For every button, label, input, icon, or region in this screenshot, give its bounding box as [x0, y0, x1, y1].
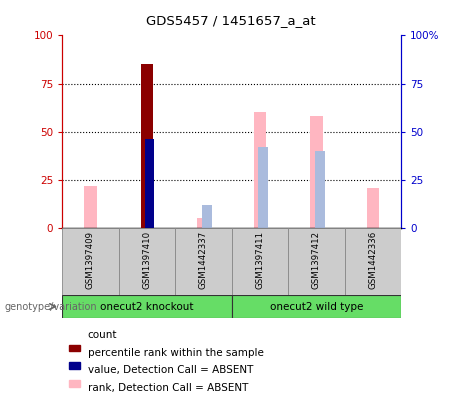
- Bar: [84, 185, 97, 228]
- Bar: [62, 228, 118, 295]
- Bar: [70, 362, 80, 369]
- Bar: [344, 228, 401, 295]
- Text: GSM1397409: GSM1397409: [86, 231, 95, 289]
- Text: genotype/variation: genotype/variation: [5, 301, 97, 312]
- Bar: [310, 116, 323, 228]
- Text: GSM1442336: GSM1442336: [368, 231, 378, 289]
- Bar: [70, 380, 80, 387]
- Text: GSM1397411: GSM1397411: [255, 231, 265, 289]
- Text: value, Detection Call = ABSENT: value, Detection Call = ABSENT: [88, 365, 253, 375]
- Bar: [70, 345, 80, 351]
- Text: onecut2 wild type: onecut2 wild type: [270, 301, 363, 312]
- Bar: [141, 64, 153, 228]
- Text: GDS5457 / 1451657_a_at: GDS5457 / 1451657_a_at: [146, 14, 315, 27]
- Text: percentile rank within the sample: percentile rank within the sample: [88, 348, 263, 358]
- Bar: [197, 218, 210, 228]
- Bar: [231, 295, 401, 318]
- Bar: [118, 228, 175, 295]
- Bar: [202, 205, 212, 228]
- Bar: [258, 147, 268, 228]
- Text: rank, Detection Call = ABSENT: rank, Detection Call = ABSENT: [88, 383, 248, 393]
- Text: GSM1442337: GSM1442337: [199, 231, 208, 289]
- Bar: [254, 112, 266, 228]
- Bar: [231, 228, 288, 295]
- Text: GSM1397410: GSM1397410: [142, 231, 152, 289]
- Text: GSM1397412: GSM1397412: [312, 231, 321, 289]
- Bar: [175, 228, 231, 295]
- Text: count: count: [88, 330, 117, 340]
- Bar: [145, 140, 154, 228]
- Bar: [62, 295, 231, 318]
- Text: onecut2 knockout: onecut2 knockout: [100, 301, 194, 312]
- Bar: [315, 151, 325, 228]
- Bar: [288, 228, 344, 295]
- Bar: [366, 187, 379, 228]
